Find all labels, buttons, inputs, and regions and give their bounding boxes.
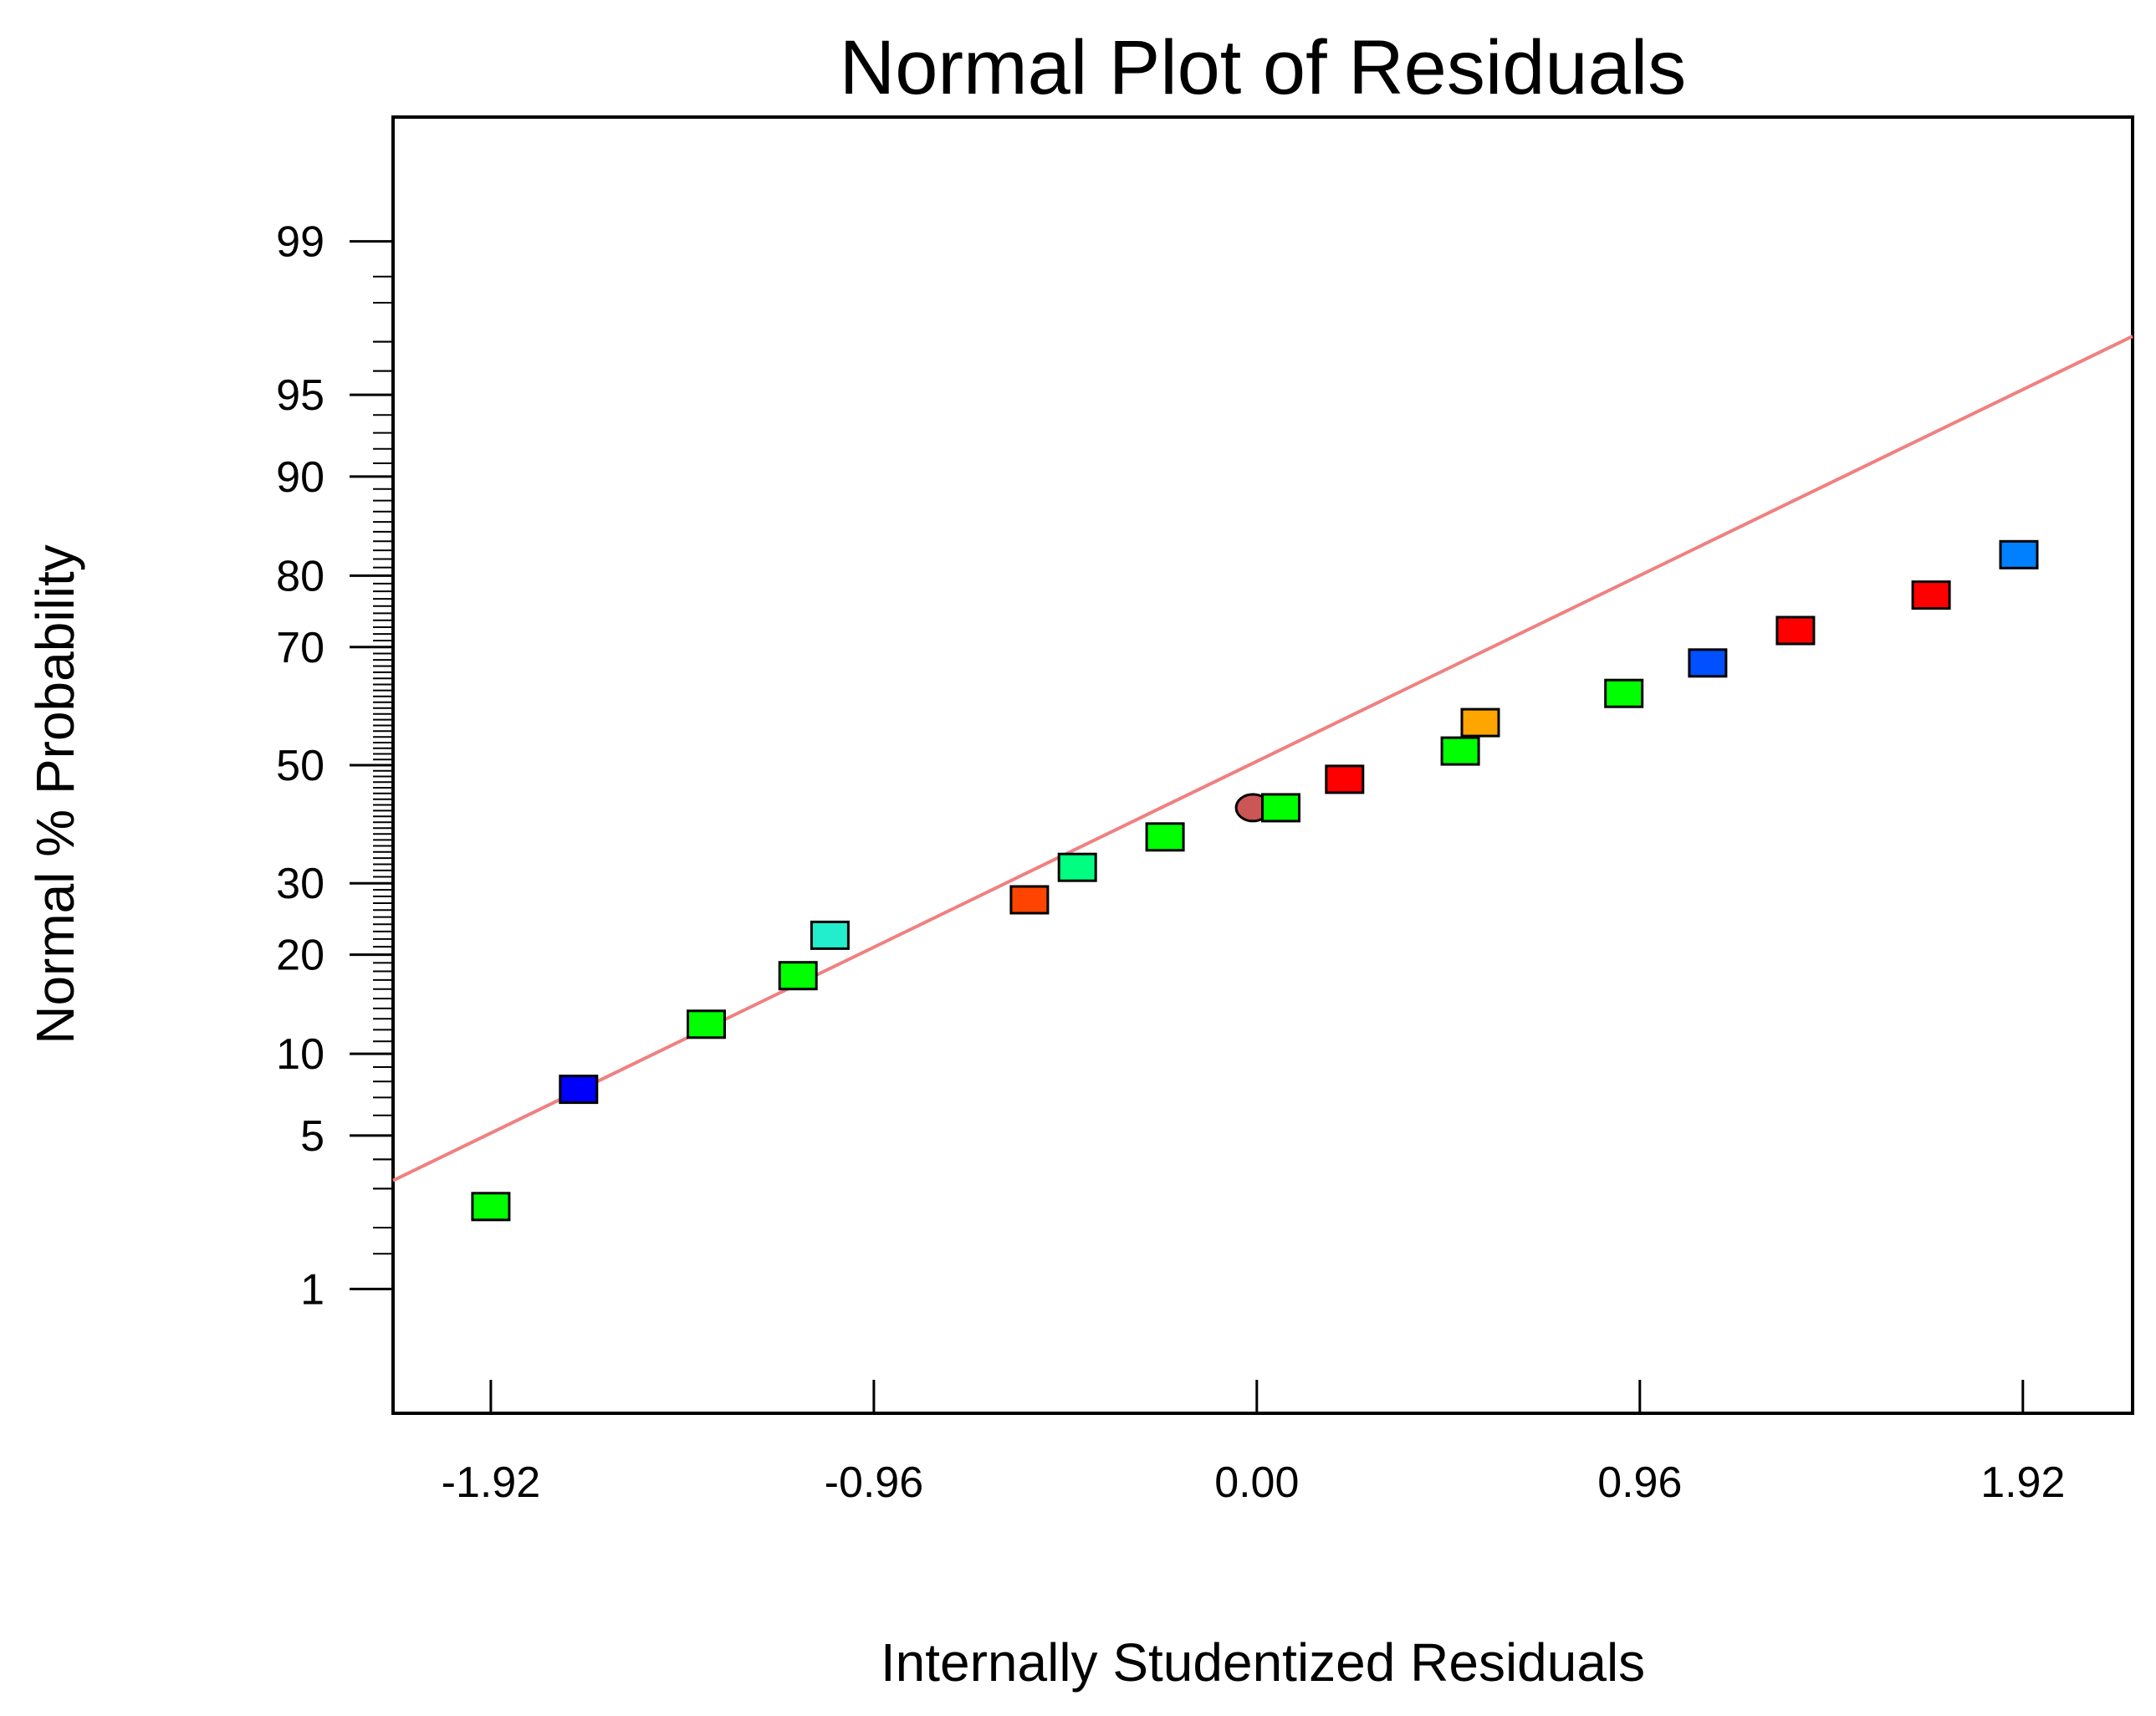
data-point: [1325, 764, 1365, 794]
y-tick-label: 20: [276, 932, 324, 980]
y-tick-label: 95: [276, 371, 324, 420]
chart-title: Normal Plot of Residuals: [840, 25, 1686, 110]
data-point: [1460, 707, 1500, 738]
y-tick-label: 70: [276, 624, 324, 672]
y-axis-label: Normal % Probability: [25, 544, 85, 1044]
data-point: [1145, 822, 1185, 852]
data-point: [471, 1192, 511, 1222]
data-point: [1009, 885, 1050, 915]
y-tick-label: 50: [276, 742, 324, 790]
x-tick-label: 0.96: [1597, 1458, 1682, 1507]
data-points: [471, 539, 2039, 1222]
data-point: [1911, 580, 1951, 610]
data-point: [1057, 852, 1097, 882]
data-point: [687, 1009, 726, 1039]
y-tick-label: 80: [276, 552, 324, 600]
x-axis-ticks: -1.92 -0.96 0.00 0.96 1.92: [442, 1380, 2065, 1507]
y-tick-label: 1: [300, 1265, 324, 1314]
data-point: [1999, 539, 2039, 569]
data-point: [1688, 648, 1728, 678]
data-point: [1604, 678, 1644, 708]
data-point: [810, 920, 850, 950]
data-point: [1775, 615, 1816, 646]
y-minor-ticks: [373, 275, 393, 1255]
y-tick-label: 5: [300, 1112, 324, 1161]
data-point: [559, 1075, 599, 1105]
y-tick-label: 10: [276, 1030, 324, 1079]
data-point: [778, 961, 818, 991]
x-tick-label: 0.00: [1214, 1458, 1299, 1507]
y-tick-label: 99: [276, 218, 324, 267]
data-point: [1261, 793, 1300, 823]
y-tick-label: 90: [276, 453, 324, 502]
y-axis-ticks: 1 5 10 20 30 50 70 80 90 95 99: [276, 218, 393, 1314]
x-tick-label: -0.96: [825, 1458, 924, 1507]
plot-frame: [391, 115, 2134, 1415]
x-axis-label: Internally Studentized Residuals: [881, 1632, 1645, 1693]
x-tick-label: -1.92: [442, 1458, 541, 1507]
x-tick-label: 1.92: [1980, 1458, 2065, 1507]
data-point: [1440, 736, 1480, 766]
y-tick-label: 30: [276, 860, 324, 908]
normal-fit-line: [392, 335, 2133, 1182]
